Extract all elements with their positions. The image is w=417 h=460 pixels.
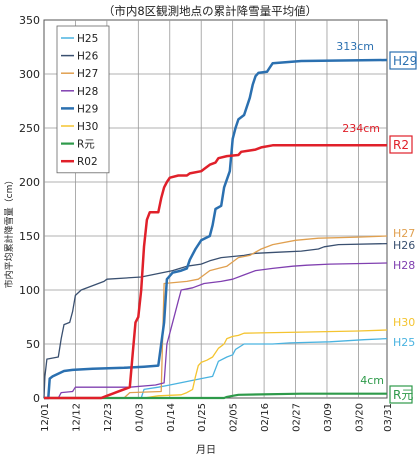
y-tick-label: 0 [33, 392, 40, 405]
y-tick-label: 150 [19, 230, 40, 243]
end-label-box [389, 135, 413, 154]
series-line-H30 [44, 329, 388, 399]
x-tick-label: 02/27 [292, 403, 303, 432]
end-label-R02: R2 [393, 138, 409, 152]
x-tick-label: 12/23 [103, 403, 114, 432]
x-tick-label: 02/16 [260, 403, 271, 432]
end-label-box [389, 385, 413, 404]
value-label-R02: 234cm [342, 122, 380, 135]
legend-label-H26: H26 [77, 51, 99, 63]
x-tick-label: 03/31 [383, 403, 394, 432]
y-tick-label: 350 [19, 14, 40, 27]
legend-label-H28: H28 [77, 86, 98, 98]
end-label-H25: H25 [393, 336, 415, 349]
y-tick-label: 200 [19, 176, 40, 189]
x-tick-label: 02/05 [229, 403, 240, 432]
x-axis-label: 月日 [196, 444, 216, 456]
x-tick-label: 01/03 [134, 403, 145, 432]
end-label-R元: R元 [393, 388, 413, 402]
series-line-H28 [44, 262, 388, 399]
end-label-H27: H27 [393, 227, 415, 240]
end-label-box [389, 51, 417, 70]
value-label-H29: 313cm [336, 40, 374, 53]
y-tick-label: 100 [19, 284, 40, 297]
chart-legend: H25 H26 H27 H28 H29 H30 R元 R02 [56, 25, 110, 174]
series-line-R元 [44, 392, 387, 400]
series-line-R02 [44, 144, 387, 400]
chart-title: （市内8区観測地点の累計降雪量平均値） [103, 4, 317, 18]
x-tick-label: 03/20 [354, 403, 365, 432]
series-line-H27 [44, 235, 388, 399]
x-tick-label: 12/12 [71, 403, 82, 432]
legend-label-H30: H30 [77, 121, 98, 133]
legend-label-H25: H25 [77, 33, 98, 45]
x-tick-label: 12/01 [40, 403, 51, 432]
series-line-H25 [44, 337, 388, 399]
end-label-H30: H30 [393, 316, 415, 329]
series-line-H29 [44, 58, 388, 400]
legend-label-R元: R元 [77, 139, 95, 151]
x-tick-label: 01/25 [197, 403, 208, 432]
legend-box [56, 25, 110, 174]
y-tick-label: 250 [19, 122, 40, 135]
legend-label-R02: R02 [77, 156, 98, 168]
y-tick-label: 300 [19, 68, 40, 81]
end-label-H29: H29 [393, 54, 417, 68]
end-label-H26: H26 [393, 239, 415, 252]
legend-label-H27: H27 [77, 68, 98, 80]
y-axis-label: 市内平均累計降雪量（cm） [3, 176, 15, 289]
x-tick-label: 01/14 [166, 403, 177, 432]
chart-series [43, 58, 388, 400]
end-label-H28: H28 [393, 259, 415, 272]
value-label-R元: 4cm [360, 374, 384, 387]
legend-label-H29: H29 [77, 103, 98, 115]
y-tick-label: 50 [26, 338, 40, 351]
chart-axes: 0 50 100 150 200 250 300 350 12/01 12/12 12/23 01/0… [19, 14, 394, 432]
x-tick-label: 03/09 [323, 403, 334, 432]
